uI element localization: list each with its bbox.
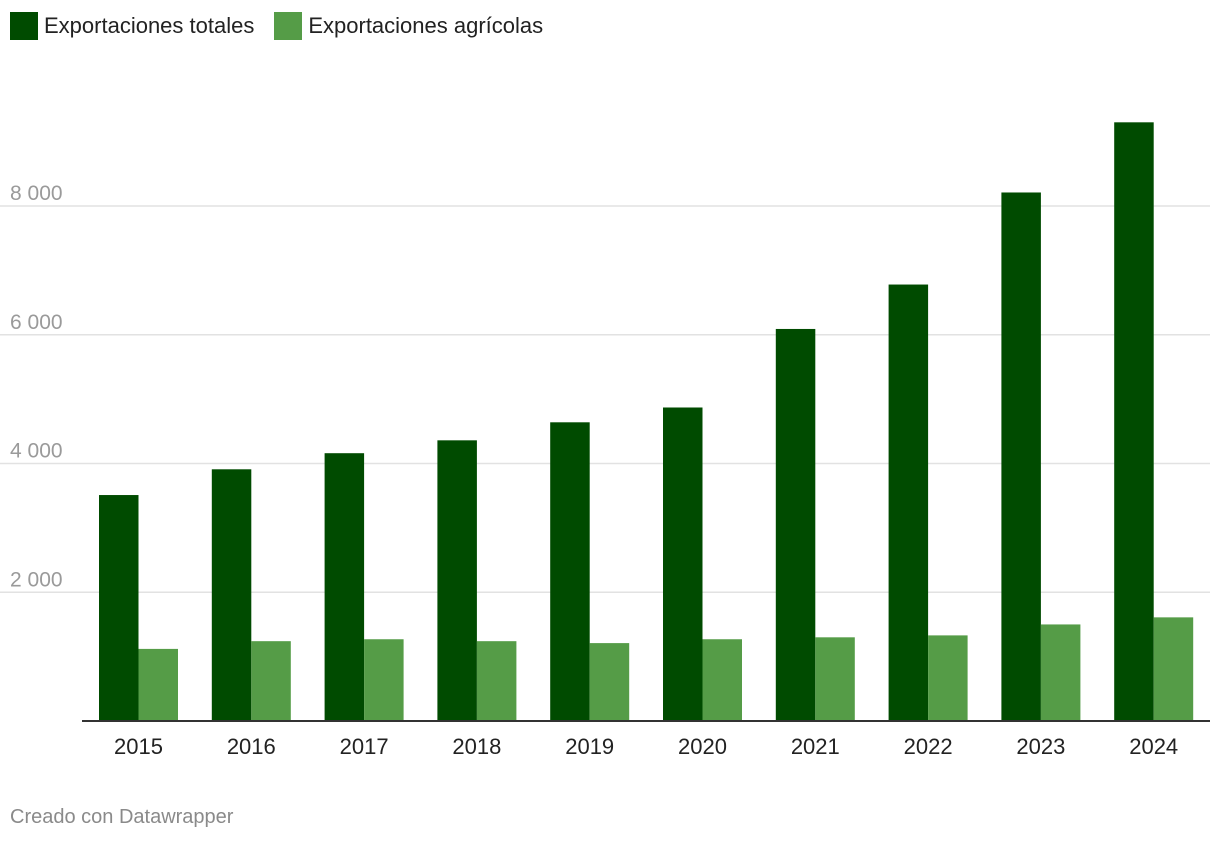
bar-total-exports: [1001, 192, 1041, 721]
bar-total-exports: [99, 495, 139, 721]
x-tick-label: 2023: [1016, 734, 1065, 759]
bar-total-exports: [775, 328, 816, 721]
bar-total-exports: [1114, 122, 1154, 721]
x-axis-labels: 2015 2016 2017 2018 2019 2020 2021 2022 2023 2024: [114, 734, 1178, 759]
bar-agricultural-exports: [251, 641, 291, 721]
y-axis-labels: 2 000 4 000 6 000 8 000: [10, 182, 63, 591]
x-tick-label: 2015: [114, 734, 163, 759]
bar-total-exports: [324, 453, 365, 721]
bar-agricultural-exports: [589, 643, 630, 721]
legend-swatch-agricultural-exports: [274, 12, 303, 40]
x-tick-label: 2021: [791, 734, 840, 759]
x-tick-label: 2016: [227, 734, 276, 759]
legend-item-total-exports: Exportaciones totales: [10, 12, 254, 40]
footer-credit: Creado con Datawrapper: [10, 806, 234, 828]
bar-agricultural-exports: [364, 639, 404, 721]
bar-total-exports: [437, 440, 477, 721]
bar-total-exports: [888, 284, 929, 721]
chart-legend: Exportaciones totales Exportaciones agrí…: [10, 12, 563, 40]
y-tick-label: 4 000: [10, 440, 63, 463]
bar-agricultural-exports: [815, 637, 855, 721]
legend-label-agricultural-exports: Exportaciones agrícolas: [308, 13, 544, 38]
y-tick-label: 6 000: [10, 311, 63, 334]
bar-total-exports: [211, 469, 252, 721]
bar-agricultural-exports: [1153, 617, 1194, 721]
x-tick-label: 2017: [340, 734, 389, 759]
x-tick-label: 2018: [452, 734, 501, 759]
bars: [99, 122, 1194, 721]
legend-label-total-exports: Exportaciones totales: [44, 13, 255, 38]
bar-agricultural-exports: [1040, 624, 1081, 721]
bar-agricultural-exports: [138, 648, 178, 721]
bar-agricultural-exports: [702, 639, 742, 721]
bar-total-exports: [663, 407, 703, 721]
bar-agricultural-exports: [928, 635, 968, 721]
legend-item-agricultural-exports: Exportaciones agrícolas: [274, 12, 543, 40]
y-tick-label: 8 000: [10, 182, 63, 205]
x-tick-label: 2024: [1129, 734, 1178, 759]
legend-swatch-total-exports: [10, 12, 38, 40]
bar-total-exports: [550, 422, 590, 721]
x-tick-label: 2019: [565, 734, 614, 759]
y-tick-label: 2 000: [10, 568, 63, 591]
bar-agricultural-exports: [476, 641, 517, 721]
x-tick-label: 2022: [904, 734, 953, 759]
x-tick-label: 2020: [678, 734, 727, 759]
